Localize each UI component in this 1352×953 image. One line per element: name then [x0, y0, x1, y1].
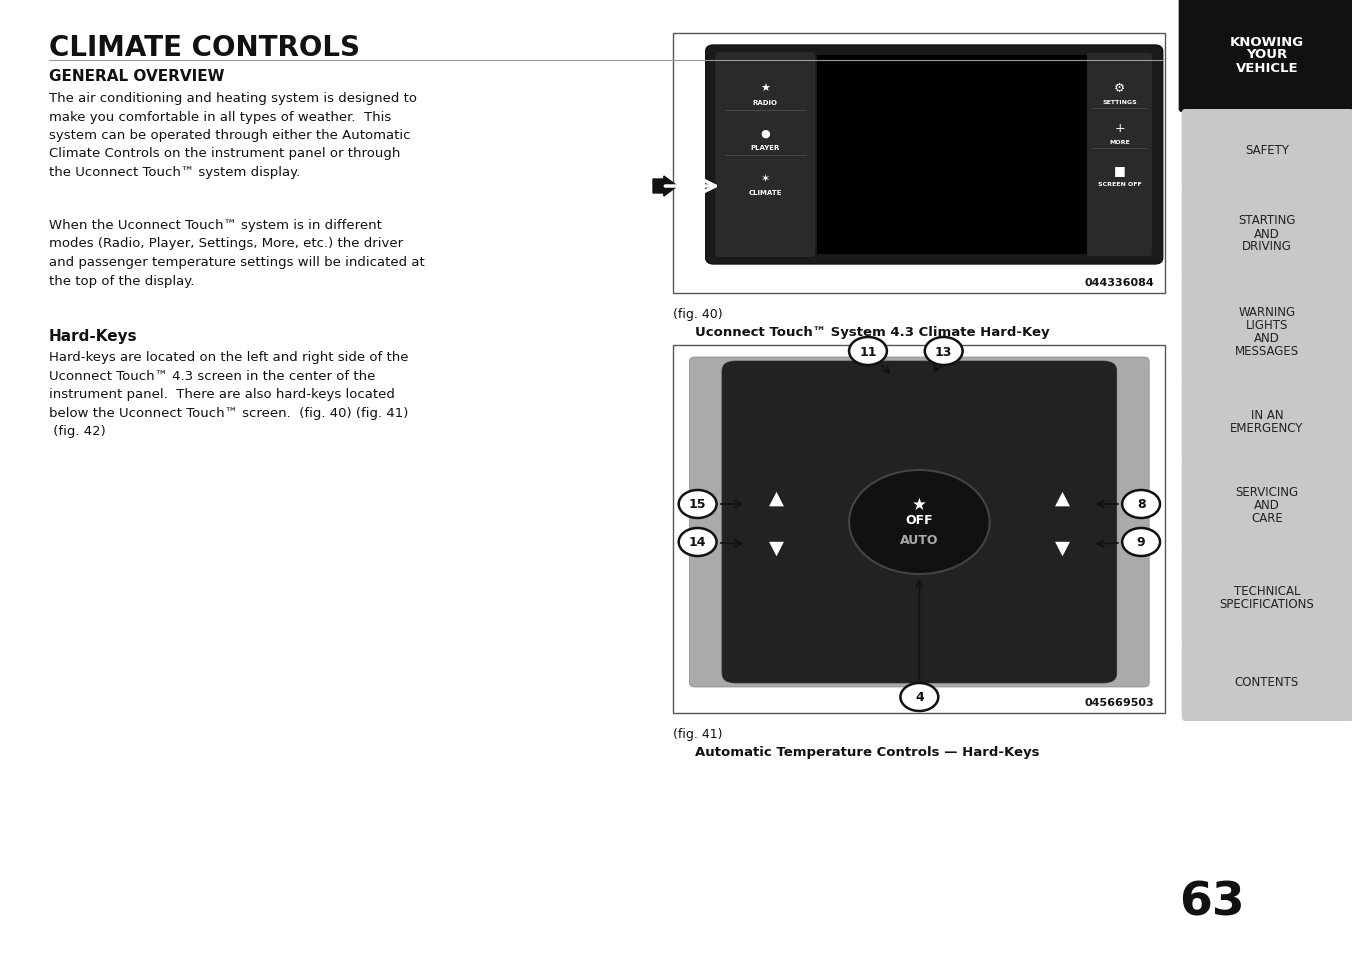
FancyBboxPatch shape	[1182, 186, 1352, 282]
FancyBboxPatch shape	[690, 357, 1149, 687]
Text: 044336084: 044336084	[1084, 277, 1155, 288]
Text: AND: AND	[1253, 227, 1280, 240]
Text: PLAYER: PLAYER	[750, 145, 780, 151]
Text: STARTING: STARTING	[1238, 214, 1295, 227]
Bar	[673, 34, 1165, 294]
FancyBboxPatch shape	[1182, 550, 1352, 645]
Text: 9: 9	[1137, 536, 1145, 549]
FancyBboxPatch shape	[722, 361, 1117, 683]
FancyBboxPatch shape	[1087, 54, 1152, 256]
Text: (fig. 40): (fig. 40)	[673, 308, 723, 320]
Text: Automatic Temperature Controls — Hard-Keys: Automatic Temperature Controls — Hard-Ke…	[695, 745, 1040, 759]
Bar	[817, 56, 1087, 254]
Text: SERVICING: SERVICING	[1236, 486, 1298, 499]
Text: Hard-Keys: Hard-Keys	[49, 329, 138, 344]
Text: The air conditioning and heating system is designed to
make you comfortable in a: The air conditioning and heating system …	[49, 91, 416, 179]
FancyBboxPatch shape	[1182, 641, 1352, 721]
Text: CONTENTS: CONTENTS	[1234, 675, 1299, 688]
Text: ▲: ▲	[768, 488, 784, 507]
Circle shape	[679, 491, 717, 518]
Circle shape	[849, 471, 990, 575]
Text: WARNING: WARNING	[1238, 306, 1295, 318]
Text: 63: 63	[1179, 880, 1245, 925]
Circle shape	[900, 683, 938, 711]
Text: 8: 8	[1137, 498, 1145, 511]
Text: LIGHTS: LIGHTS	[1245, 318, 1288, 332]
Text: SAFETY: SAFETY	[1245, 143, 1288, 156]
Circle shape	[679, 529, 717, 557]
Text: ⚙: ⚙	[1114, 81, 1125, 94]
Text: ●: ●	[760, 129, 771, 139]
FancyArrow shape	[653, 177, 677, 196]
Text: GENERAL OVERVIEW: GENERAL OVERVIEW	[49, 69, 224, 84]
Text: VEHICLE: VEHICLE	[1236, 61, 1298, 74]
Circle shape	[849, 337, 887, 366]
Text: ▼: ▼	[768, 537, 784, 557]
Text: MESSAGES: MESSAGES	[1234, 345, 1299, 357]
Text: ▲: ▲	[1055, 488, 1071, 507]
Text: 15: 15	[690, 498, 706, 511]
FancyBboxPatch shape	[715, 53, 815, 257]
Text: AND: AND	[1253, 332, 1280, 345]
Bar	[673, 346, 1165, 713]
Circle shape	[1122, 529, 1160, 557]
Text: KNOWING: KNOWING	[1230, 35, 1303, 49]
Text: TECHNICAL: TECHNICAL	[1233, 584, 1301, 598]
Text: 045669503: 045669503	[1086, 698, 1155, 707]
Text: OFF: OFF	[906, 513, 933, 526]
Text: 4: 4	[915, 691, 923, 703]
Text: SCREEN OFF: SCREEN OFF	[1098, 182, 1141, 188]
Text: YOUR: YOUR	[1247, 49, 1287, 61]
Text: When the Uconnect Touch™ system is in different
modes (Radio, Player, Settings, : When the Uconnect Touch™ system is in di…	[49, 219, 425, 287]
Text: 13: 13	[936, 345, 952, 358]
Text: CLIMATE CONTROLS: CLIMATE CONTROLS	[49, 34, 360, 62]
Text: CLIMATE: CLIMATE	[749, 190, 781, 195]
Text: AND: AND	[1253, 499, 1280, 512]
FancyBboxPatch shape	[1182, 457, 1352, 554]
FancyBboxPatch shape	[706, 46, 1163, 265]
FancyBboxPatch shape	[1182, 110, 1352, 190]
Text: ★: ★	[911, 496, 927, 514]
Text: ■: ■	[1114, 164, 1125, 177]
Text: IN AN: IN AN	[1251, 409, 1283, 421]
Text: Hard-keys are located on the left and right side of the
Uconnect Touch™ 4.3 scre: Hard-keys are located on the left and ri…	[49, 351, 408, 437]
Text: SPECIFICATIONS: SPECIFICATIONS	[1220, 598, 1314, 610]
Text: ▼: ▼	[1055, 537, 1071, 557]
Text: DRIVING: DRIVING	[1242, 240, 1291, 253]
Text: Uconnect Touch™ System 4.3 Climate Hard-Key: Uconnect Touch™ System 4.3 Climate Hard-…	[695, 326, 1049, 338]
Text: SETTINGS: SETTINGS	[1102, 99, 1137, 105]
Text: EMERGENCY: EMERGENCY	[1230, 421, 1303, 435]
Text: RADIO: RADIO	[753, 100, 777, 106]
Text: MORE: MORE	[1109, 139, 1130, 144]
Circle shape	[1122, 491, 1160, 518]
Text: AUTO: AUTO	[900, 534, 938, 547]
Text: ★: ★	[760, 84, 771, 94]
FancyBboxPatch shape	[1182, 381, 1352, 461]
FancyBboxPatch shape	[1182, 277, 1352, 386]
Text: CARE: CARE	[1251, 512, 1283, 525]
Text: (fig. 41): (fig. 41)	[673, 727, 723, 740]
Text: 14: 14	[690, 536, 706, 549]
Text: +: +	[1114, 121, 1125, 134]
FancyBboxPatch shape	[1179, 0, 1352, 112]
Circle shape	[925, 337, 963, 366]
Text: ✶: ✶	[761, 173, 769, 184]
Text: 11: 11	[860, 345, 876, 358]
